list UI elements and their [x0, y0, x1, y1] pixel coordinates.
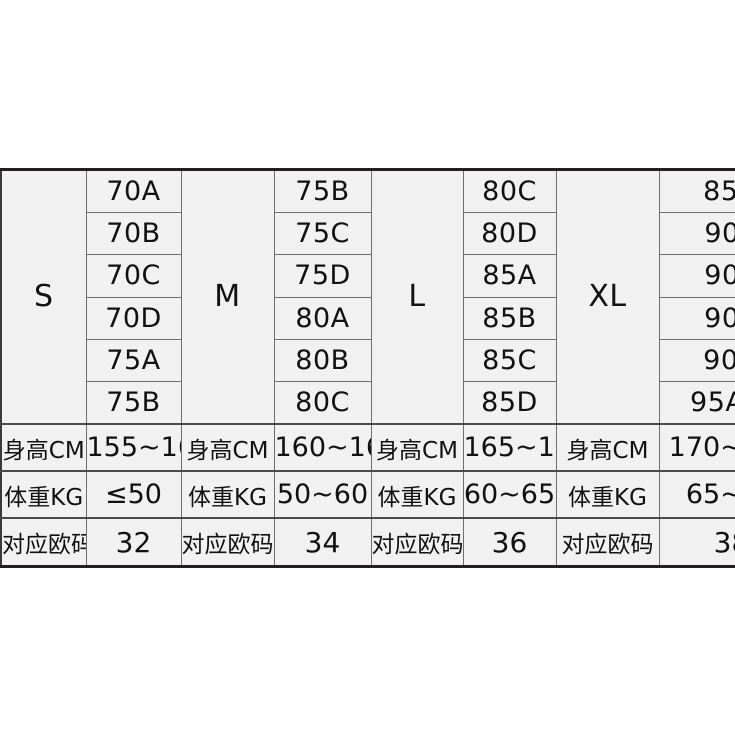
group-label-s: S — [0, 168, 87, 425]
bra-size-cell: 70C — [85, 254, 182, 298]
bra-size-cell: 75B — [85, 380, 182, 425]
bra-size-cell: 75D — [273, 254, 372, 298]
euro-size-value: 38 — [658, 517, 735, 568]
bra-size-cell: 80A — [273, 296, 372, 340]
bra-size-row: 75A 80B 85C 90D — [1, 338, 735, 382]
bra-size-cell: 70B — [85, 212, 182, 256]
bra-size-row: 70D 80A 85B 90C — [1, 296, 735, 340]
size-chart-container: S 70A M 75B L 80C XL 85D 70B 75C 80D 90A… — [0, 168, 735, 568]
weight-value: 65~70 — [658, 470, 735, 519]
height-label: 身高CM — [180, 422, 275, 472]
weight-label: 体重KG — [180, 470, 275, 519]
weight-value: ≤50 — [85, 470, 182, 519]
bra-size-cell: 90D — [658, 338, 735, 382]
bra-size-cell: 75B — [273, 168, 372, 214]
bra-size-cell: 90B — [658, 254, 735, 298]
euro-size-value: 32 — [85, 517, 182, 568]
bra-size-cell: 70A — [85, 168, 182, 214]
bra-size-cell: 80C — [273, 380, 372, 425]
bra-size-cell: 85C — [462, 338, 557, 382]
bra-size-cell: 80B — [273, 338, 372, 382]
weight-label: 体重KG — [0, 470, 87, 519]
height-label: 身高CM — [555, 422, 660, 472]
euro-size-label: 对应欧码 — [0, 517, 87, 568]
size-chart-table: S 70A M 75B L 80C XL 85D 70B 75C 80D 90A… — [0, 168, 735, 568]
bra-size-row: S 70A M 75B L 80C XL 85D — [0, 168, 735, 425]
euro-size-label: 对应欧码 — [555, 517, 660, 568]
height-value: 170~175 — [658, 422, 735, 472]
bra-size-cell: 75C — [273, 212, 372, 256]
height-label: 身高CM — [370, 422, 464, 472]
euro-size-value: 36 — [462, 517, 557, 568]
bra-size-cell: 80C — [462, 168, 557, 214]
group-label-xl: XL — [555, 168, 660, 425]
bra-size-row: 70B 75C 80D 90A — [1, 212, 735, 256]
bra-size-cell: 85A — [462, 254, 557, 298]
bra-size-cell: 95A/B — [658, 380, 735, 425]
height-value: 160~165 — [273, 422, 372, 472]
bra-size-cell: 75A — [85, 338, 182, 382]
bra-size-cell: 80D — [462, 212, 557, 256]
euro-size-row: 对应欧码 32 对应欧码 34 对应欧码 36 对应欧码 38 — [0, 517, 735, 568]
bra-size-cell: 85D — [658, 168, 735, 214]
euro-size-label: 对应欧码 — [370, 517, 464, 568]
euro-size-label: 对应欧码 — [180, 517, 275, 568]
euro-size-value: 34 — [273, 517, 372, 568]
group-label-m: M — [180, 168, 275, 425]
bra-size-cell: 90C — [658, 296, 735, 340]
bra-size-cell: 90A — [658, 212, 735, 256]
bra-size-cell: 85D — [462, 380, 557, 425]
bra-size-row: 70C 75D 85A 90B — [1, 254, 735, 298]
height-row: 身高CM 155~160 身高CM 160~165 身高CM 165~170 身… — [0, 422, 735, 472]
weight-label: 体重KG — [555, 470, 660, 519]
weight-value: 50~60 — [273, 470, 372, 519]
group-label-l: L — [370, 168, 464, 425]
weight-label: 体重KG — [370, 470, 464, 519]
height-value: 155~160 — [85, 422, 182, 472]
weight-row: 体重KG ≤50 体重KG 50~60 体重KG 60~65 体重KG 65~7… — [0, 470, 735, 519]
bra-size-cell: 70D — [85, 296, 182, 340]
bra-size-cell: 85B — [462, 296, 557, 340]
bra-size-row: 75B 80C 85D 95A/B — [1, 380, 735, 425]
height-value: 165~170 — [462, 422, 557, 472]
weight-value: 60~65 — [462, 470, 557, 519]
height-label: 身高CM — [0, 422, 87, 472]
